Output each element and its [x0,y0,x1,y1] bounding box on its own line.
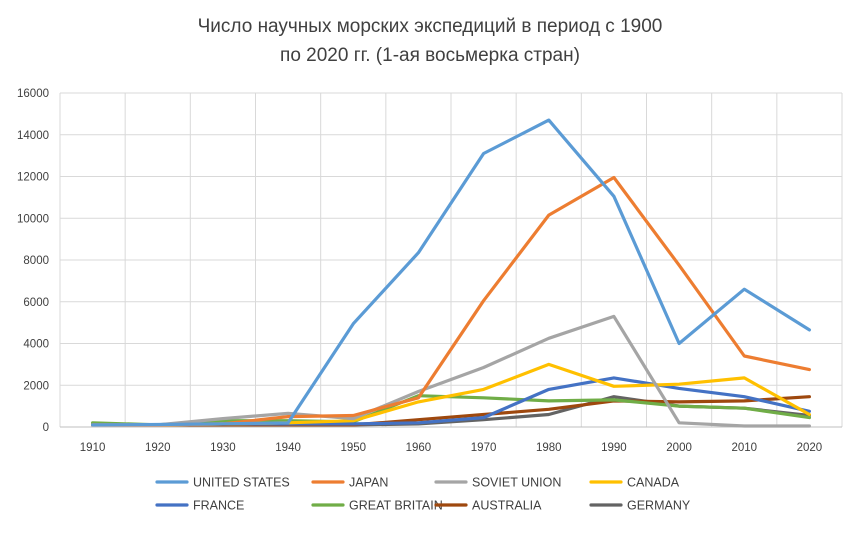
x-tick-label: 1920 [145,442,171,454]
legend-label: CANADA [627,476,680,490]
legend-label: AUSTRALIA [472,499,542,513]
x-tick-label: 1980 [536,442,562,454]
legend-item: GREAT BRITAIN [313,499,443,513]
x-tick-label: 1950 [340,442,366,454]
x-tick-label: 2010 [731,442,757,454]
x-tick-label: 1940 [275,442,301,454]
legend-label: GREAT BRITAIN [349,499,443,513]
x-tick-label: 1910 [80,442,106,454]
legend-item: GERMANY [591,499,691,513]
chart-title-line-2: по 2020 гг. (1-ая восьмерка стран) [280,45,580,66]
legend-label: FRANCE [193,499,244,513]
legend-item: UNITED STATES [157,476,290,490]
x-axis-ticks: 1910 1920 1930 1940 1950 1960 1970 1980 1990 2000… [80,442,822,454]
legend-item: SOVIET UNION [436,476,561,490]
legend-item: AUSTRALIA [436,499,542,513]
x-tick-label: 1990 [601,442,627,454]
legend: UNITED STATES JAPAN SOVIET UNION CANADA FRAN… [157,476,691,513]
y-tick-label: 8000 [23,255,49,267]
chart-title-line-1: Число научных морских экспедиций в перио… [198,16,663,37]
y-tick-label: 4000 [23,339,49,351]
x-tick-label: 1960 [406,442,432,454]
y-tick-label: 12000 [17,172,49,184]
grid [60,93,842,427]
y-tick-label: 0 [43,422,49,434]
x-tick-label: 2000 [666,442,692,454]
y-tick-label: 16000 [17,88,49,100]
legend-item: CANADA [591,476,680,490]
legend-item: FRANCE [157,499,244,513]
legend-item: JAPAN [313,476,388,490]
y-axis-ticks: 0 2000 4000 6000 8000 10000 12000 14000 16000 [17,88,49,434]
x-tick-label: 2020 [797,442,823,454]
y-tick-label: 6000 [23,297,49,309]
x-tick-label: 1930 [210,442,236,454]
legend-label: GERMANY [627,499,691,513]
legend-label: UNITED STATES [193,476,290,490]
legend-label: SOVIET UNION [472,476,561,490]
x-tick-label: 1970 [471,442,497,454]
y-tick-label: 14000 [17,130,49,142]
legend-label: JAPAN [349,476,388,490]
y-tick-label: 2000 [23,380,49,392]
y-tick-label: 10000 [17,213,49,225]
